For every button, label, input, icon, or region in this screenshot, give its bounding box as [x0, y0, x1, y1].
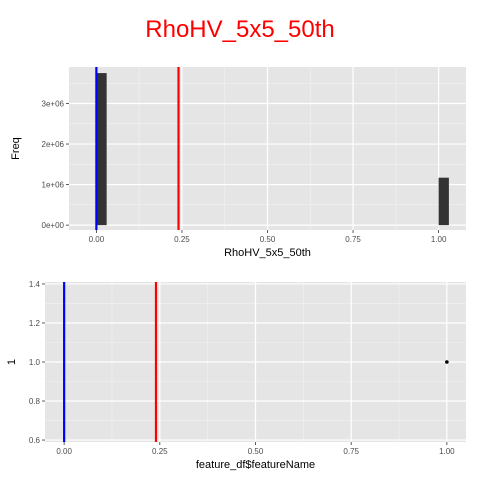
x-tick-label: 1.00 [439, 447, 455, 456]
y-tick-label: 1.0 [29, 358, 41, 367]
scatter-panel: 0.00 0.25 0.50 0.75 1.00 0.6 0.8 1.0 1.2 1.4 featu… [6, 280, 466, 471]
data-point-0 [445, 360, 449, 364]
y-axis-label: Freq [10, 137, 22, 160]
x-axis-label: feature_df$featureName [196, 459, 315, 471]
histogram-bar-1 [438, 177, 449, 226]
y-tick-label: 2e+06 [42, 140, 65, 149]
x-tick-label: 0.50 [248, 447, 264, 456]
y-tick-label: 1.2 [29, 319, 41, 328]
histogram-bar-0 [96, 73, 107, 226]
y-tick-label: 0.6 [29, 436, 41, 445]
x-tick-label: 0.25 [152, 447, 168, 456]
x-tick-label: 0.75 [345, 235, 361, 244]
y-tick-label: 0.8 [29, 397, 41, 406]
y-tick-label: 1e+06 [42, 181, 65, 190]
x-tick-label: 1.00 [431, 235, 447, 244]
y-axis-label: 1 [6, 359, 18, 365]
y-tick-label: 0e+00 [42, 221, 65, 230]
x-tick-label: 0.75 [343, 447, 359, 456]
x-tick-label: 0.00 [56, 447, 72, 456]
histogram-panel: 0.00 0.25 0.50 0.75 1.00 0e+00 1e+06 2e+06 3e+06… [10, 67, 466, 259]
y-tick-label: 1.4 [29, 280, 41, 289]
x-axis-label: RhoHV_5x5_50th [224, 247, 311, 259]
x-tick-label: 0.25 [174, 235, 190, 244]
x-tick-label: 0.50 [260, 235, 276, 244]
y-tick-label: 3e+06 [42, 99, 65, 108]
x-tick-label: 0.00 [89, 235, 105, 244]
chart-title: RhoHV_5x5_50th [145, 16, 334, 43]
